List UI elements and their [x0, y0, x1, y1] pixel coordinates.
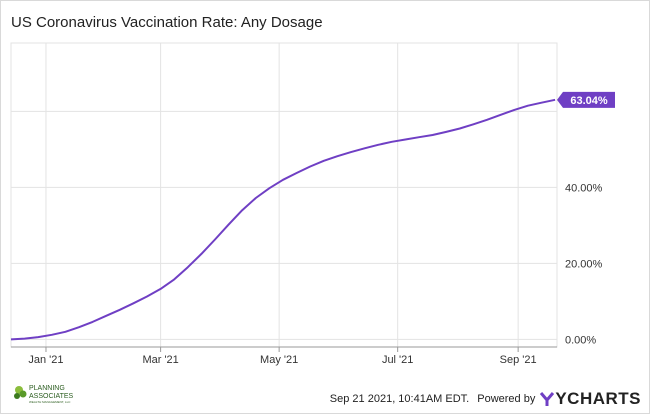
line-chart: 0.00% 20.00% 40.00% Jan '21 Mar '21 May '21 Ju…: [10, 42, 615, 366]
x-tick-label: Jul '21: [382, 354, 413, 366]
series-line: [10, 98, 556, 341]
x-tick-label: Jan '21: [28, 354, 63, 366]
ycharts-brand: YCHARTS: [555, 389, 641, 408]
y-tick-label: 40.00%: [565, 182, 603, 194]
series-layer: [10, 98, 556, 341]
axis-layer: 0.00% 20.00% 40.00% Jan '21 Mar '21 May '21 Ju…: [11, 182, 603, 366]
logo-line2: ASSOCIATES: [29, 393, 74, 400]
logo-leaf-icon: [14, 386, 27, 399]
chart-title: US Coronavirus Vaccination Rate: Any Dos…: [11, 14, 323, 31]
logo-line1: PLANNING: [29, 385, 65, 392]
footer-credits: Sep 21 2021, 10:41AM EDT. Powered by YCH…: [330, 389, 641, 409]
x-tick-label: Mar '21: [142, 354, 178, 366]
x-tick-label: May '21: [260, 354, 298, 366]
ycharts-link[interactable]: YCHARTS: [539, 389, 641, 409]
grid-layer: [10, 42, 558, 348]
y-tick-label: 20.00%: [565, 258, 603, 270]
plot-border: [10, 42, 558, 348]
end-value-tag: [557, 91, 615, 108]
ycharts-chevron-icon: [540, 392, 555, 406]
end-value-label: 63.04%: [570, 95, 608, 107]
footer-timestamp: Sep 21 2021, 10:41AM EDT.: [329, 393, 470, 405]
label-layer: 63.04%: [557, 91, 615, 108]
powered-by-label: Powered by: [477, 393, 536, 405]
logo-tagline: WEALTH MANAGEMENT, LLC: [29, 400, 71, 404]
planning-associates-logo: PLANNING ASSOCIATES WEALTH MANAGEMENT, L…: [11, 379, 91, 409]
x-tick-label: Sep '21: [500, 354, 537, 366]
y-tick-label: 0.00%: [565, 334, 596, 346]
